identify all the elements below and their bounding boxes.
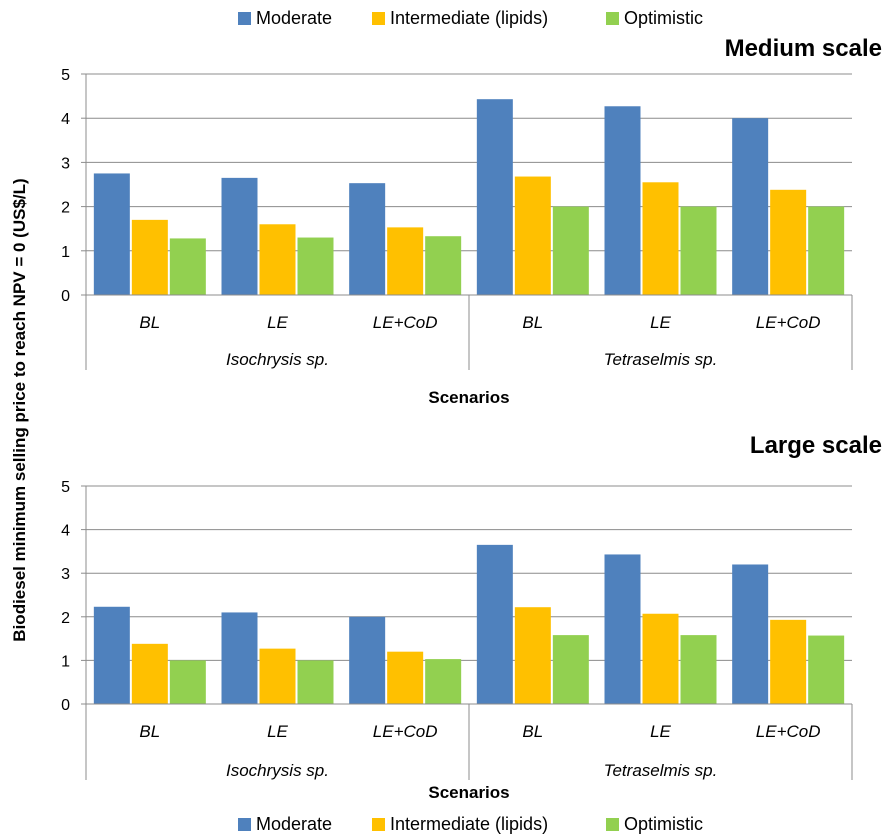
panel-2-x-axis-title: Scenarios	[428, 783, 509, 802]
legend-top-label-2: Intermediate (lipids)	[390, 8, 548, 28]
legend-bottom-label-3: Optimistic	[624, 814, 703, 834]
panel-2-category-label-3: LE+CoD	[373, 722, 438, 741]
panel-2-bar-optimistic-5	[681, 635, 717, 704]
panel-1-category-label-1: BL	[139, 313, 160, 332]
panel-1-ytick-label-2: 2	[61, 200, 70, 217]
panel-2-bar-moderate-4	[477, 545, 513, 704]
panel-1-ytick-label-5: 5	[61, 67, 70, 84]
panel-2-ytick-label-1: 1	[61, 653, 70, 670]
panel-2-bar-optimistic-6	[808, 636, 844, 704]
panel-2-bar-moderate-2	[222, 612, 258, 704]
panel-1-bar-intermediate-lipids--5	[643, 182, 679, 295]
panel-2-ytick-label-3: 3	[61, 566, 70, 583]
panel-1-bar-moderate-6	[732, 118, 768, 295]
panel-2-ytick-label-2: 2	[61, 610, 70, 627]
panel-1-ytick-label-0: 0	[61, 288, 70, 305]
legend-top-swatch-1	[238, 12, 251, 25]
panel-1-category-label-5: LE	[650, 313, 671, 332]
legend-bottom-label-2: Intermediate (lipids)	[390, 814, 548, 834]
panel-1-category-label-2: LE	[267, 313, 288, 332]
panel-1-bar-optimistic-4	[553, 207, 589, 295]
panel-1-bar-moderate-4	[477, 99, 513, 295]
panel-1-bar-intermediate-lipids--4	[515, 177, 551, 295]
panel-2-category-label-1: BL	[139, 722, 160, 741]
panel-1-ytick-label-4: 4	[61, 111, 70, 128]
panel-2-bar-intermediate-lipids--5	[643, 614, 679, 704]
panel-1-group-label-1: Isochrysis sp.	[226, 350, 329, 369]
panel-2-group-label-2: Tetraselmis sp.	[604, 761, 718, 780]
panel-1-category-label-6: LE+CoD	[756, 313, 821, 332]
panel-1-bar-moderate-5	[605, 106, 641, 295]
panel-1-bar-optimistic-6	[808, 207, 844, 295]
panel-1-ytick-label-3: 3	[61, 155, 70, 172]
legend-top-swatch-2	[372, 12, 385, 25]
panel-2-category-label-2: LE	[267, 722, 288, 741]
panel-2-bar-optimistic-3	[425, 659, 461, 704]
panel-2-ytick-label-0: 0	[61, 697, 70, 714]
panel-2-bar-moderate-1	[94, 607, 130, 704]
legend-bottom-label-1: Moderate	[256, 814, 332, 834]
panel-2-bar-intermediate-lipids--4	[515, 607, 551, 704]
panel-1-bar-intermediate-lipids--2	[260, 224, 296, 295]
panel-1-bar-moderate-1	[94, 173, 130, 295]
panel-2-bar-optimistic-4	[553, 635, 589, 704]
panel-2-bar-moderate-3	[349, 617, 385, 704]
panel-2-bar-moderate-5	[605, 554, 641, 704]
panel-1-bar-intermediate-lipids--3	[387, 227, 423, 295]
panel-2-title: Large scale	[750, 432, 882, 459]
legend-bottom-swatch-3	[606, 818, 619, 831]
legend-top-swatch-3	[606, 12, 619, 25]
panel-2-bar-moderate-6	[732, 564, 768, 704]
panel-2-bar-intermediate-lipids--6	[770, 620, 806, 704]
panel-1-bar-optimistic-3	[425, 236, 461, 295]
panel-1-bar-optimistic-1	[170, 238, 206, 295]
panel-1-bar-optimistic-5	[681, 207, 717, 295]
panel-1-title: Medium scale	[725, 35, 882, 62]
panel-2-category-label-4: BL	[522, 722, 543, 741]
panel-1-bar-intermediate-lipids--6	[770, 190, 806, 295]
legend-top-label-1: Moderate	[256, 8, 332, 28]
panel-2-bar-intermediate-lipids--2	[260, 649, 296, 704]
panel-2-bar-optimistic-2	[298, 660, 334, 704]
legend-bottom-swatch-2	[372, 818, 385, 831]
panel-1-category-label-3: LE+CoD	[373, 313, 438, 332]
panel-1-bar-moderate-2	[222, 178, 258, 295]
panel-2-category-label-5: LE	[650, 722, 671, 741]
panel-1-ytick-label-1: 1	[61, 244, 70, 261]
panel-2-ytick-label-5: 5	[61, 479, 70, 496]
legend-top-label-3: Optimistic	[624, 8, 703, 28]
panel-2-ytick-label-4: 4	[61, 523, 70, 540]
panel-2-bar-optimistic-1	[170, 660, 206, 704]
panel-1-bar-intermediate-lipids--1	[132, 220, 168, 295]
panel-2-group-label-1: Isochrysis sp.	[226, 761, 329, 780]
panel-1-bar-optimistic-2	[298, 238, 334, 295]
panel-2-bar-intermediate-lipids--1	[132, 644, 168, 704]
panel-1-group-label-2: Tetraselmis sp.	[604, 350, 718, 369]
panel-1-x-axis-title: Scenarios	[428, 388, 509, 407]
y-axis-label: Biodiesel minimum selling price to reach…	[10, 178, 29, 641]
legend-bottom-swatch-1	[238, 818, 251, 831]
panel-2-category-label-6: LE+CoD	[756, 722, 821, 741]
panel-1-category-label-4: BL	[522, 313, 543, 332]
panel-2-bar-intermediate-lipids--3	[387, 652, 423, 704]
panel-1-bar-moderate-3	[349, 183, 385, 295]
